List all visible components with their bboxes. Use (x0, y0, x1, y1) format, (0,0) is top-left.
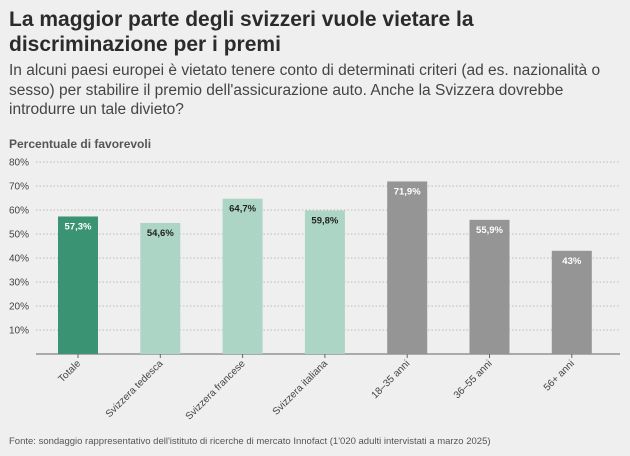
data-label: 71,9% (394, 186, 421, 197)
source-note: Fonte: sondaggio rappresentativo dell'is… (9, 436, 491, 447)
data-label: 59,8% (311, 215, 338, 226)
y-axis-label: Percentuale di favorevoli (9, 137, 152, 151)
y-tick-label: 20% (9, 302, 29, 313)
bar (222, 198, 263, 354)
bar (58, 216, 98, 354)
bar (140, 222, 181, 354)
x-tick-label: Svizzera tedesca (104, 358, 166, 420)
data-label: 64,7% (229, 204, 256, 215)
data-label: 54,6% (147, 228, 174, 239)
y-tick-label: 40% (9, 254, 29, 265)
x-tick-label: Svizzera francese (184, 358, 248, 422)
x-tick-label: Totale (56, 358, 83, 385)
y-tick-label: 30% (9, 278, 29, 289)
bar (304, 210, 345, 354)
x-tick-label: 36–55 anni (452, 358, 495, 401)
bar (469, 219, 510, 354)
x-tick-label: 18–35 anni (370, 358, 413, 401)
y-tick-label: 50% (9, 230, 29, 241)
data-label: 55,9% (476, 225, 503, 236)
chart-title: La maggior parte degli svizzeri vuole vi… (9, 8, 474, 56)
bar (551, 250, 592, 354)
y-tick-label: 80% (9, 158, 29, 169)
bar (387, 181, 428, 354)
data-label: 57,3% (65, 221, 92, 232)
x-tick-label: 56+ anni (542, 358, 577, 393)
chart-subtitle: In alcuni paesi europei è vietato tenere… (9, 62, 601, 118)
y-tick-label: 70% (9, 182, 29, 193)
y-tick-label: 10% (9, 326, 29, 337)
x-tick-label: Svizzera italiana (271, 358, 331, 418)
y-tick-label: 60% (9, 206, 29, 217)
data-label: 43% (562, 256, 582, 267)
